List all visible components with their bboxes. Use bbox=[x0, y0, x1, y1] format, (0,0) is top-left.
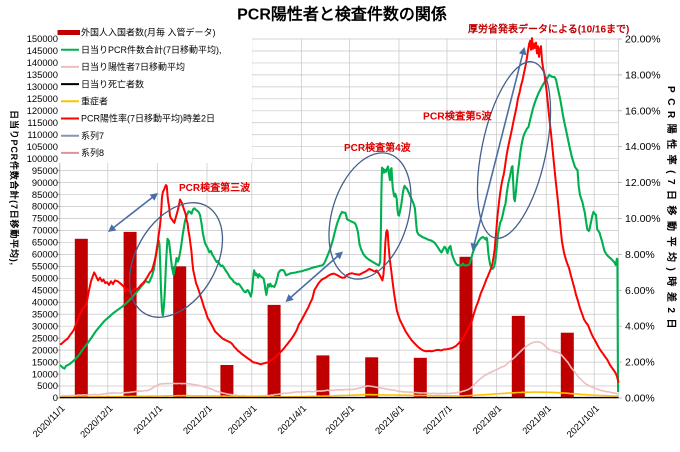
svg-text:PCR検査第4波: PCR検査第4波 bbox=[344, 141, 412, 154]
svg-text:75000: 75000 bbox=[32, 213, 58, 224]
svg-text:60000: 60000 bbox=[32, 249, 58, 260]
svg-text:PCR検査第5波: PCR検査第5波 bbox=[423, 110, 492, 123]
svg-text:PCR陽性者と検査件数の関係: PCR陽性者と検査件数の関係 bbox=[237, 5, 447, 24]
svg-text:135000: 135000 bbox=[27, 69, 58, 80]
svg-text:18.00%: 18.00% bbox=[625, 69, 661, 81]
svg-text:80000: 80000 bbox=[32, 201, 58, 212]
svg-text:日当り陽性者7日移動平均: 日当り陽性者7日移動平均 bbox=[81, 61, 185, 72]
svg-text:95000: 95000 bbox=[32, 165, 58, 176]
svg-text:2.00%: 2.00% bbox=[625, 357, 655, 369]
svg-text:6.00%: 6.00% bbox=[625, 285, 655, 297]
svg-text:130000: 130000 bbox=[27, 81, 58, 92]
svg-text:0.00%: 0.00% bbox=[625, 393, 655, 405]
svg-text:系列8: 系列8 bbox=[81, 147, 104, 158]
svg-text:125000: 125000 bbox=[27, 93, 58, 104]
svg-text:45000: 45000 bbox=[32, 285, 58, 296]
svg-text:厚労省発表データによる(10/16まで): 厚労省発表データによる(10/16まで) bbox=[468, 23, 629, 36]
svg-text:50000: 50000 bbox=[32, 273, 58, 284]
svg-text:30000: 30000 bbox=[32, 320, 58, 331]
svg-text:140000: 140000 bbox=[27, 57, 58, 68]
svg-text:70000: 70000 bbox=[32, 225, 58, 236]
svg-text:16.00%: 16.00% bbox=[625, 105, 661, 117]
svg-text:0: 0 bbox=[53, 392, 58, 403]
svg-text:10.00%: 10.00% bbox=[625, 213, 661, 225]
svg-text:120000: 120000 bbox=[27, 105, 58, 116]
svg-text:145000: 145000 bbox=[27, 45, 58, 56]
svg-text:8.00%: 8.00% bbox=[625, 249, 655, 261]
svg-text:115000: 115000 bbox=[27, 117, 58, 128]
svg-text:10000: 10000 bbox=[32, 368, 58, 379]
svg-text:14.00%: 14.00% bbox=[625, 141, 661, 153]
svg-text:55000: 55000 bbox=[32, 261, 58, 272]
svg-text:5000: 5000 bbox=[37, 380, 58, 391]
svg-text:12.00%: 12.00% bbox=[625, 177, 661, 189]
svg-text:35000: 35000 bbox=[32, 308, 58, 319]
svg-text:日当りPCR件数合計(7日移動平均),: 日当りPCR件数合計(7日移動平均), bbox=[81, 44, 222, 55]
svg-text:PCR検査第三波: PCR検査第三波 bbox=[179, 181, 251, 194]
svg-text:100000: 100000 bbox=[27, 153, 58, 164]
svg-text:PCR陽性率(7日移動平均)時差2日: PCR陽性率(7日移動平均)時差2日 bbox=[665, 86, 678, 334]
svg-text:20.00%: 20.00% bbox=[625, 34, 661, 46]
svg-text:25000: 25000 bbox=[32, 332, 58, 343]
svg-text:4.00%: 4.00% bbox=[625, 321, 655, 333]
svg-text:20000: 20000 bbox=[32, 344, 58, 355]
svg-text:65000: 65000 bbox=[32, 237, 58, 248]
svg-text:日当り死亡者数: 日当り死亡者数 bbox=[81, 78, 144, 89]
svg-text:重症者: 重症者 bbox=[81, 96, 108, 107]
svg-text:PCR陽性率(7日移動平均)時差2日: PCR陽性率(7日移動平均)時差2日 bbox=[81, 113, 215, 124]
svg-text:90000: 90000 bbox=[32, 177, 58, 188]
svg-text:150000: 150000 bbox=[27, 33, 58, 44]
svg-text:系列7: 系列7 bbox=[81, 130, 104, 141]
svg-text:110000: 110000 bbox=[27, 129, 58, 140]
svg-text:外国人入国者数(月毎 入管データ): 外国人入国者数(月毎 入管データ) bbox=[81, 27, 216, 38]
svg-text:105000: 105000 bbox=[27, 141, 58, 152]
svg-text:日当りPCR件数合計(7日移動平均),: 日当りPCR件数合計(7日移動平均), bbox=[9, 110, 20, 266]
svg-text:85000: 85000 bbox=[32, 189, 58, 200]
svg-text:40000: 40000 bbox=[32, 297, 58, 308]
svg-text:15000: 15000 bbox=[32, 356, 58, 367]
